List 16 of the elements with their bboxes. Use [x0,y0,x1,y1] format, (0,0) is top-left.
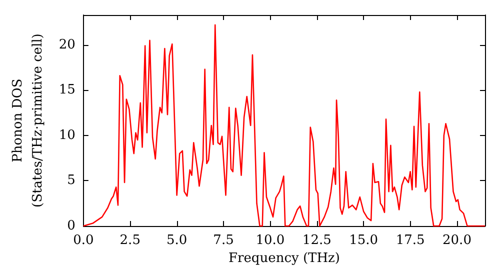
x-tick-label: 2.5 [120,233,140,248]
x-axis-title: Frequency (THz) [228,250,340,266]
y-tick-label: 10 [58,128,76,143]
x-tick-label: 10.0 [256,233,285,248]
y-tick-label: 20 [58,37,76,52]
y-tick-label: 5 [67,173,76,188]
x-tick-label: 7.5 [213,233,234,248]
x-tick-label: 12.5 [302,233,332,248]
x-tick-label: 5.0 [166,233,188,248]
y-axis-title: Phonon DOS (States/THz·primitive cell) [10,33,46,208]
x-tick-label: 15.0 [349,233,378,248]
x-tick-label: 20.0 [442,233,472,248]
x-tick-label: 17.5 [396,233,425,248]
x-tick-label: 0.0 [73,233,94,248]
y-tick-label: 15 [58,82,76,98]
y-tick-label: 0 [67,218,76,234]
